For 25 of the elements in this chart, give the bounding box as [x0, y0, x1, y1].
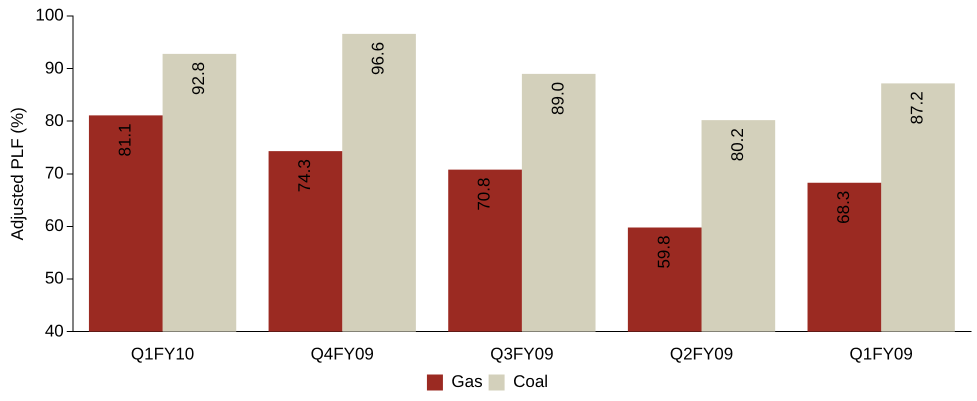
- data-label: 87.2: [908, 91, 927, 124]
- y-tick-label: 50: [44, 268, 64, 288]
- x-tick-label: Q1FY10: [130, 344, 194, 364]
- data-label: 96.6: [368, 42, 388, 75]
- data-label: 81.1: [115, 123, 134, 157]
- x-tick-label: Q3FY09: [490, 344, 554, 364]
- data-label: 59.8: [654, 235, 674, 269]
- data-label: 74.3: [295, 159, 314, 192]
- x-tick-label: Q1FY09: [850, 344, 913, 364]
- data-label: 70.8: [474, 178, 494, 211]
- y-tick-label: 90: [44, 58, 64, 78]
- data-label: 80.2: [728, 128, 748, 162]
- x-tick-label: Q4FY09: [310, 344, 374, 364]
- y-tick-label: 80: [44, 110, 64, 130]
- data-label: 92.8: [189, 62, 208, 95]
- legend-label: Coal: [513, 372, 548, 392]
- x-tick-label: Q2FY09: [670, 344, 734, 364]
- data-label: 89.0: [548, 82, 568, 115]
- legend-label: Gas: [451, 372, 483, 392]
- y-tick-label: 40: [44, 321, 64, 340]
- data-label: 68.3: [834, 190, 854, 224]
- y-tick-label: 100: [35, 6, 64, 25]
- y-tick-label: 60: [44, 216, 64, 236]
- y-tick-label: 70: [44, 163, 64, 182]
- y-axis-title: Adjusted PLF (%): [8, 107, 27, 240]
